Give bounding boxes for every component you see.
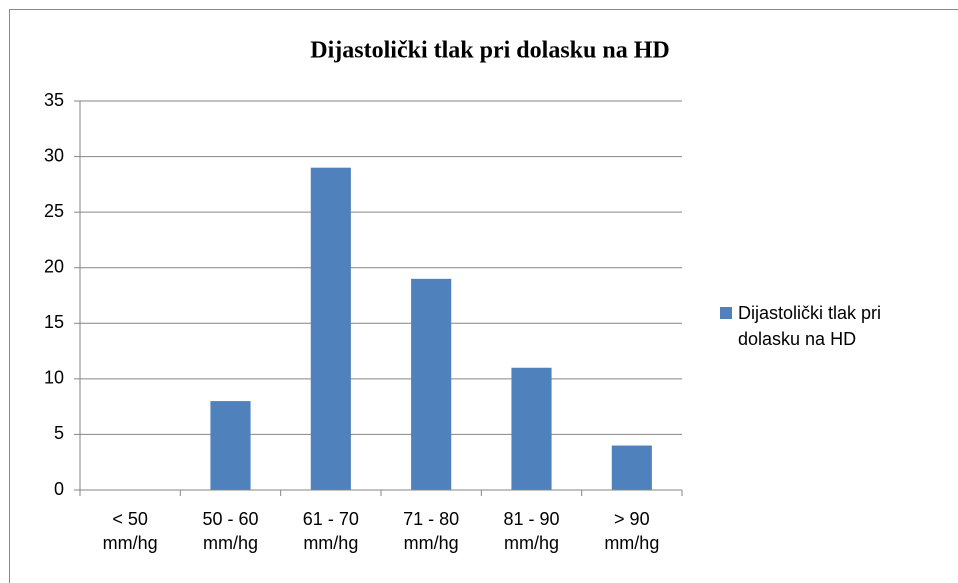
bar [310, 167, 351, 490]
chart-frame [9, 9, 958, 583]
legend-label: Dijastolički tlak pri dolasku na HD [738, 303, 882, 349]
x-tick-label: 61 - 70 mm/hg [302, 509, 359, 553]
bar [210, 401, 251, 490]
bar [411, 278, 452, 490]
legend-swatch [720, 307, 732, 319]
y-tick-label: 10 [44, 368, 64, 388]
x-tick-label: 71 - 80 mm/hg [403, 509, 460, 553]
bar [611, 445, 652, 490]
bar [511, 367, 552, 490]
x-tick-label: 50 - 60 mm/hg [202, 509, 259, 553]
y-tick-label: 0 [54, 479, 64, 499]
x-tick-label: > 90 mm/hg [604, 509, 660, 553]
y-tick-label: 25 [44, 201, 64, 221]
y-tick-label: 30 [44, 145, 64, 165]
y-tick-label: 35 [44, 90, 64, 110]
chart-title: Dijastolički tlak pri dolasku na HD [310, 38, 669, 64]
x-tick-label: 81 - 90 mm/hg [503, 509, 560, 553]
y-tick-label: 15 [44, 312, 64, 332]
y-tick-label: 20 [44, 256, 64, 276]
y-tick-label: 5 [54, 423, 64, 443]
x-tick-label: < 50 mm/hg [102, 509, 158, 553]
